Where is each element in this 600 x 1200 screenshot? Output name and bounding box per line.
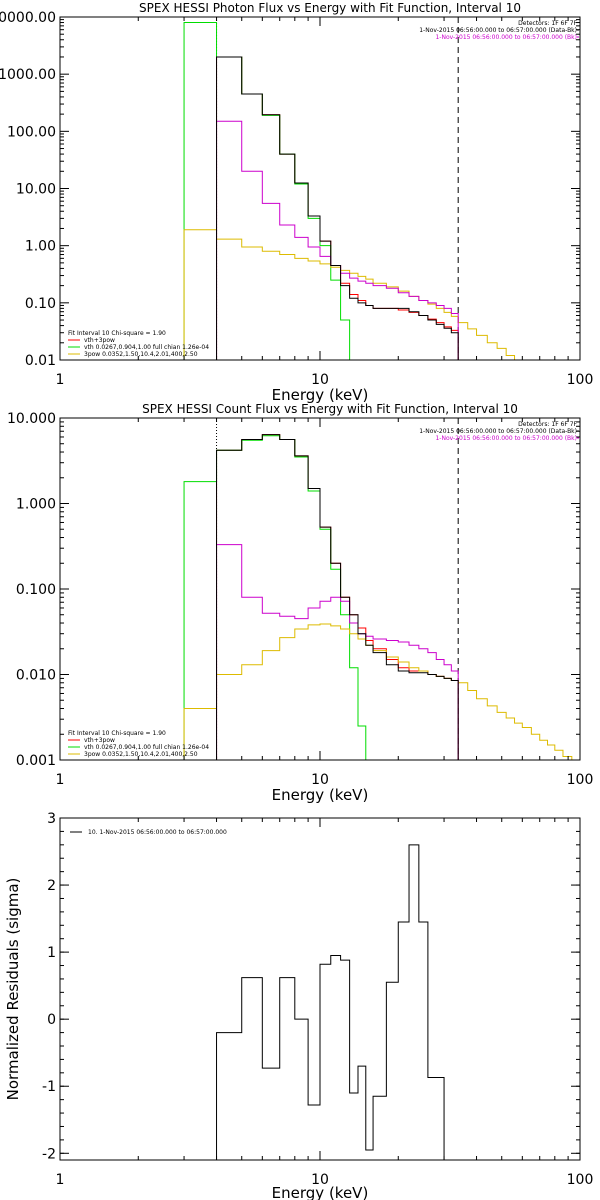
y-tick-label: 10.00 <box>16 182 56 198</box>
y-tick-label: 0.10 <box>25 296 56 312</box>
y-tick-label: 100.00 <box>7 124 56 140</box>
series-line-5 <box>216 434 459 760</box>
x-tick-label: 1 <box>56 772 65 788</box>
legend-header: Fit Interval 10 Chi-square = 1.90 <box>68 730 166 737</box>
x-tick-label: 10 <box>311 772 329 788</box>
y-tick-label: -1 <box>42 1079 56 1095</box>
info-text: 1-Nov-2015 06:56:00.000 to 06:57:00.000 … <box>435 34 577 41</box>
legend-header: Fit Interval 10 Chi-square = 1.90 <box>68 330 166 337</box>
x-axis-label: Energy (keV) <box>272 386 369 404</box>
series-line-4 <box>216 120 459 360</box>
y-tick-label: 0.01 <box>25 353 56 369</box>
series-group <box>183 434 580 760</box>
x-axis-label: Energy (keV) <box>272 1184 369 1200</box>
y-tick-label: 0.010 <box>16 668 56 684</box>
y-tick-label: 0 <box>47 1012 56 1028</box>
y-tick-label: 1000.00 <box>0 67 56 83</box>
series-line-1 <box>216 844 445 1160</box>
chart-title: SPEX HESSI Photon Flux vs Energy with Fi… <box>139 1 521 15</box>
legend-entry: 3pow 0.0352,1.50,10.4,2.01,400,2.50 <box>84 351 198 358</box>
x-tick-label: 1 <box>56 1172 65 1188</box>
x-tick-label: 10 <box>311 1172 329 1188</box>
y-tick-label: 1.000 <box>16 497 56 513</box>
series-group <box>216 844 445 1160</box>
chart-title: SPEX HESSI Count Flux vs Energy with Fit… <box>142 402 518 416</box>
y-tick-label: 2 <box>47 878 56 894</box>
series-line-5 <box>216 56 459 360</box>
y-tick-label: 1 <box>47 945 56 961</box>
series-group <box>183 22 516 360</box>
info-text: Detectors: 1F 6F 7F <box>518 421 577 428</box>
x-tick-label: 100 <box>567 372 594 388</box>
y-tick-label: 10000.00 <box>0 10 56 26</box>
x-axis-label: Energy (keV) <box>272 786 369 804</box>
y-tick-label: 10.000 <box>7 411 56 427</box>
legend-entry: 10. 1-Nov-2015 06:56:00.000 to 06:57:00.… <box>88 829 227 836</box>
y-axis-label: Normalized Residuals (sigma) <box>4 878 22 1101</box>
y-tick-label: 0.100 <box>16 582 56 598</box>
y-tick-label: 1.00 <box>25 239 56 255</box>
y-tick-label: 3 <box>47 811 56 827</box>
legend-entry: 3pow 0.0352,1.50,10.4,2.01,400,2.50 <box>84 751 198 758</box>
info-text: 1-Nov-2015 06:56:00.000 to 06:57:00.000 … <box>419 27 577 34</box>
x-tick-label: 10 <box>311 372 329 388</box>
count-flux-chart: SPEX HESSI Count Flux vs Energy with Fit… <box>7 402 593 804</box>
info-text: Detectors: 1F 6F 7F <box>518 20 577 27</box>
photon-flux-chart: SPEX HESSI Photon Flux vs Energy with Fi… <box>0 1 593 404</box>
y-tick-label: -2 <box>42 1146 56 1162</box>
x-tick-label: 100 <box>567 1172 594 1188</box>
y-tick-label: 0.001 <box>16 753 56 769</box>
info-text: 1-Nov-2015 06:56:00.000 to 06:57:00.000 … <box>435 435 577 442</box>
x-tick-label: 100 <box>567 772 594 788</box>
x-tick-label: 1 <box>56 372 65 388</box>
legend-entry: vth 0.0267,0.904,1.00 full chian 1.26e-0… <box>84 344 209 351</box>
legend-entry: vth+3pow <box>84 737 115 744</box>
legend-entry: vth 0.0267,0.904,1.00 full chian 1.26e-0… <box>84 744 209 751</box>
legend-entry: vth+3pow <box>84 337 115 344</box>
info-text: 1-Nov-2015 06:56:00.000 to 06:57:00.000 … <box>419 428 577 435</box>
residuals-chart: 1 10 100 -2 -1 0 1 2 3 Energy (keV) Normalized Res… <box>4 811 593 1200</box>
